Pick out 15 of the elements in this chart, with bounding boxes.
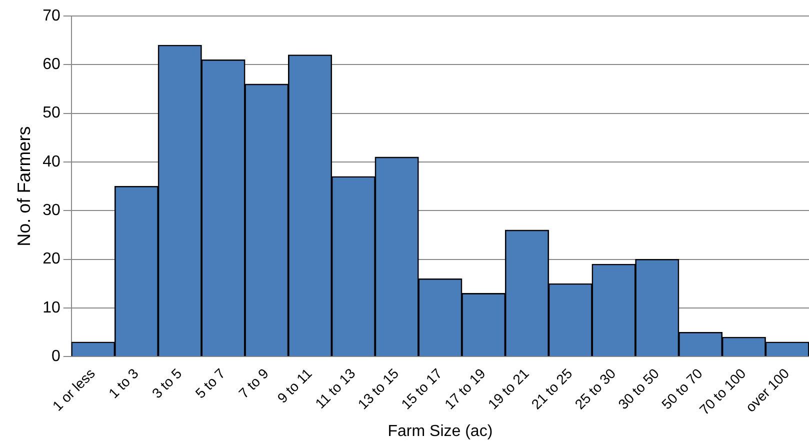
- x-tick-label: 7 to 9: [235, 364, 272, 402]
- x-tick-label: 1 or less: [49, 365, 98, 414]
- x-tick-label: 3 to 5: [148, 364, 185, 402]
- y-axis-title: No. of Farmers: [14, 126, 34, 246]
- y-tick-label: 0: [51, 348, 60, 366]
- y-tick-label: 10: [42, 299, 60, 316]
- y-tick-label: 50: [42, 104, 60, 122]
- x-axis-title: Farm Size (ac): [388, 422, 493, 440]
- y-tick-label: 40: [42, 153, 60, 170]
- x-tick-label: 1 to 3: [105, 364, 142, 402]
- x-tick-label: 5 to 7: [192, 364, 228, 402]
- y-tick-label: 20: [42, 250, 60, 268]
- y-tick-label: 70: [42, 7, 60, 24]
- y-tick-label: 60: [42, 56, 60, 74]
- y-tick-label: 30: [42, 202, 60, 220]
